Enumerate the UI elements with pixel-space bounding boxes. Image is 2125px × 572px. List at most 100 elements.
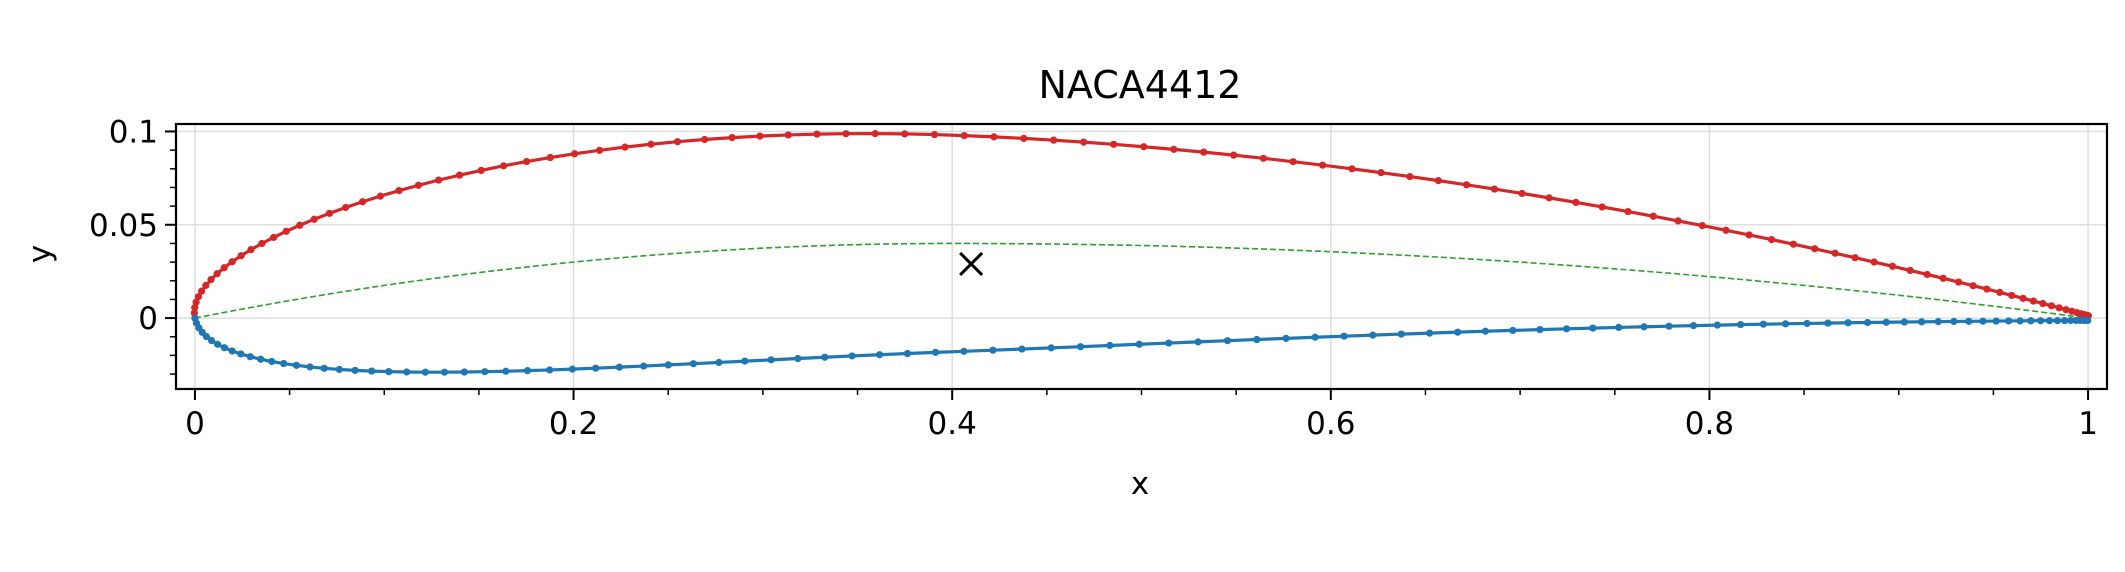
- upper-surface-point: [2008, 291, 2016, 300]
- lower-surface-point: [421, 368, 429, 376]
- upper-surface-point: [1888, 262, 1897, 270]
- lower-surface-point: [320, 364, 328, 372]
- lower-surface-point: [1589, 324, 1597, 332]
- x-tick-label: 0.2: [549, 406, 598, 442]
- lower-surface-point: [502, 367, 510, 375]
- lower-surface-point: [1369, 331, 1377, 339]
- lower-surface-point: [1509, 326, 1517, 335]
- lower-surface-point: [1426, 329, 1434, 337]
- upper-surface-point: [1923, 270, 1931, 279]
- upper-surface-point: [310, 215, 318, 223]
- upper-surface-point: [673, 138, 682, 146]
- grid: [176, 124, 2107, 389]
- lower-surface-point: [1882, 318, 1890, 326]
- upper-surface-point: [455, 171, 464, 179]
- lower-surface-point: [1934, 318, 1942, 326]
- lower-surface-point: [1454, 328, 1462, 336]
- lower-surface-point: [767, 356, 775, 364]
- upper-surface-point: [395, 187, 403, 195]
- upper-surface-point: [1598, 203, 1606, 211]
- upper-surface-point: [960, 131, 968, 140]
- upper-surface-point: [2055, 304, 2063, 312]
- upper-surface-point: [269, 233, 278, 242]
- upper-surface-point: [358, 198, 367, 206]
- lower-surface-point: [351, 366, 359, 374]
- lower-surface-point: [1918, 318, 1926, 326]
- lower-surface-point: [821, 353, 829, 361]
- upper-surface-point: [282, 227, 290, 235]
- lower-surface-point: [440, 368, 449, 376]
- lower-surface-point: [615, 363, 624, 371]
- x-tick-label: 0: [185, 406, 205, 442]
- lower-surface-point: [1018, 345, 1026, 353]
- lower-surface-point: [741, 357, 749, 365]
- lower-surface-point: [1076, 343, 1085, 351]
- lower-surface-point: [592, 364, 600, 372]
- lower-surface-point: [292, 361, 301, 369]
- lower-surface-point: [1562, 325, 1571, 333]
- upper-surface-point: [1110, 140, 1118, 148]
- upper-surface-point: [1674, 217, 1682, 225]
- centroid-marker: [959, 251, 984, 277]
- lower-surface-point: [1481, 327, 1490, 335]
- lower-surface-point: [228, 347, 236, 355]
- upper-surface-point: [247, 246, 255, 254]
- upper-surface-point: [477, 166, 485, 174]
- upper-surface-point: [1319, 161, 1327, 169]
- lower-surface-point: [1900, 318, 1908, 326]
- lower-surface-point: [368, 367, 376, 375]
- upper-surface-point: [2062, 306, 2070, 314]
- lower-surface-point: [1536, 325, 1544, 334]
- upper-surface-point: [901, 130, 909, 138]
- lower-surface-point: [1689, 322, 1698, 330]
- lower-surface-point: [1803, 319, 1811, 328]
- lower-surface-point: [1863, 318, 1872, 327]
- lower-surface-point: [280, 359, 288, 368]
- upper-surface-point: [207, 275, 215, 284]
- lower-surface-point: [1106, 341, 1114, 350]
- lower-surface-point: [237, 350, 245, 358]
- lower-surface-point: [960, 347, 968, 355]
- lower-surface-point: [1047, 344, 1055, 352]
- upper-surface-point: [342, 203, 350, 212]
- upper-surface-point: [1406, 172, 1414, 181]
- upper-surface-point: [1348, 165, 1356, 173]
- lower-surface-point: [1950, 317, 1958, 326]
- lower-surface-point: [213, 340, 222, 348]
- upper-surface-point: [1080, 138, 1088, 146]
- lower-surface-point: [1737, 321, 1745, 329]
- upper-surface-point: [871, 130, 879, 138]
- lower-surface-point: [2060, 316, 2069, 325]
- lower-surface-point: [1311, 333, 1319, 341]
- upper-surface-point: [621, 143, 629, 151]
- lower-surface-point: [2016, 317, 2024, 325]
- lower-surface-point: [2027, 317, 2035, 325]
- camber-line: [194, 242, 2089, 319]
- upper-surface-point: [1230, 151, 1238, 159]
- lower-surface-point: [335, 365, 343, 374]
- upper-surface-point: [990, 133, 998, 141]
- lower-surface-point: [664, 361, 672, 369]
- lower-surface-point: [1282, 334, 1290, 342]
- upper-surface-point: [1140, 143, 1148, 151]
- upper-surface-point: [1200, 148, 1208, 156]
- upper-surface-point: [220, 264, 228, 272]
- lower-surface-point: [1223, 337, 1232, 345]
- y-axis-label: y: [22, 245, 58, 263]
- upper-surface-point: [1020, 134, 1028, 143]
- y-tick-label: 0: [138, 301, 158, 337]
- upper-surface-line: [192, 132, 2089, 319]
- y-tick-label: 0.05: [89, 208, 158, 244]
- lower-surface-point: [220, 344, 229, 352]
- upper-surface-point: [1870, 258, 1878, 266]
- plot-border: [174, 122, 2109, 391]
- y-tick-label: 0.1: [109, 114, 158, 150]
- x-tick-label: 0.6: [1306, 406, 1355, 442]
- upper-surface-point: [1745, 231, 1753, 239]
- x-tick-label: 0.4: [928, 406, 977, 442]
- upper-surface-point: [1983, 285, 1991, 293]
- lower-surface-point: [246, 353, 254, 361]
- upper-surface-point: [192, 298, 200, 306]
- upper-surface-point: [228, 258, 236, 266]
- lower-surface-point: [2045, 317, 2054, 325]
